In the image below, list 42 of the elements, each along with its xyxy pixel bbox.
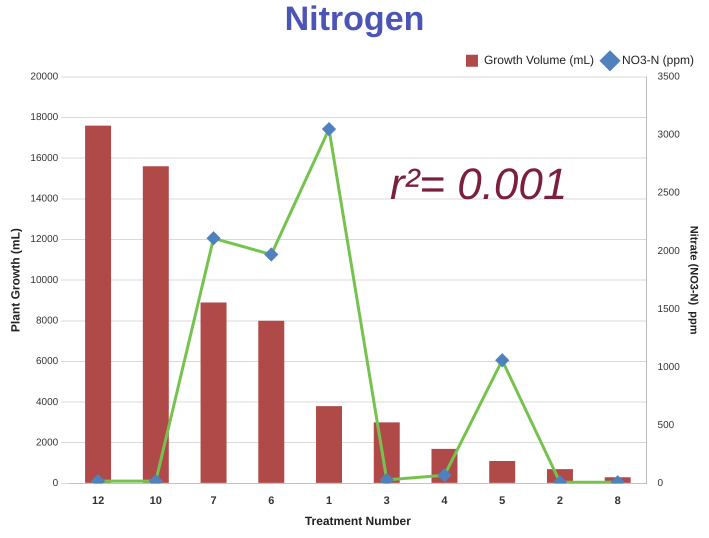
x-tick-label: 12 [92, 495, 104, 508]
y-tick-label: 2000 [36, 437, 59, 448]
y-tick-label: 8000 [36, 316, 59, 327]
y2-tick-label: 1000 [658, 362, 680, 373]
y-tick-label: 16000 [30, 152, 59, 164]
y2-tick-label: 0 [658, 478, 664, 490]
y2-tick-label: 2000 [658, 246, 680, 257]
y-axis-title: Plant Growth (mL) [8, 228, 23, 332]
y2-tick-label: 500 [658, 420, 675, 432]
bar [316, 406, 342, 483]
bar [258, 320, 284, 483]
x-tick-label: 5 [499, 495, 506, 508]
y2-tick-label: 1500 [658, 304, 680, 315]
x-tick-label: 7 [210, 495, 217, 508]
legend-label: NO3-N (ppm) [622, 53, 694, 68]
bar [200, 302, 227, 483]
x-tick-label: 2 [556, 495, 564, 508]
y-tick-label: 12000 [30, 234, 59, 246]
y-tick-label: 4000 [36, 396, 59, 408]
annotation: r²= 0.001 [390, 160, 568, 210]
x-tick-label: 6 [268, 495, 274, 508]
y-tick-label: 14000 [30, 194, 59, 205]
y-tick-label: 10000 [30, 274, 59, 286]
x-tick-label: 1 [326, 495, 332, 508]
x-tick-label: 3 [384, 495, 390, 508]
x-tick-label: 10 [150, 495, 162, 508]
bar [489, 461, 516, 483]
x-tick-label: 4 [441, 495, 448, 508]
x-tick-label: 8 [614, 495, 621, 508]
legend-label: Growth Volume (mL) [484, 53, 594, 68]
bar [85, 126, 112, 483]
chart-title: Nitrogen [284, 0, 424, 38]
y-tick-label: 6000 [36, 356, 59, 368]
y-tick-label: 0 [52, 478, 59, 490]
y2-tick-label: 3000 [658, 130, 680, 141]
y2-tick-label: 2500 [658, 188, 680, 199]
bar [142, 166, 169, 483]
y2-axis-title: Nitrate (NO3-N) ppm [687, 226, 700, 335]
y-tick-label: 20000 [30, 72, 59, 83]
x-axis-title: Treatment Number [304, 514, 412, 528]
y-tick-label: 18000 [30, 112, 59, 124]
y2-tick-label: 3500 [658, 72, 680, 83]
